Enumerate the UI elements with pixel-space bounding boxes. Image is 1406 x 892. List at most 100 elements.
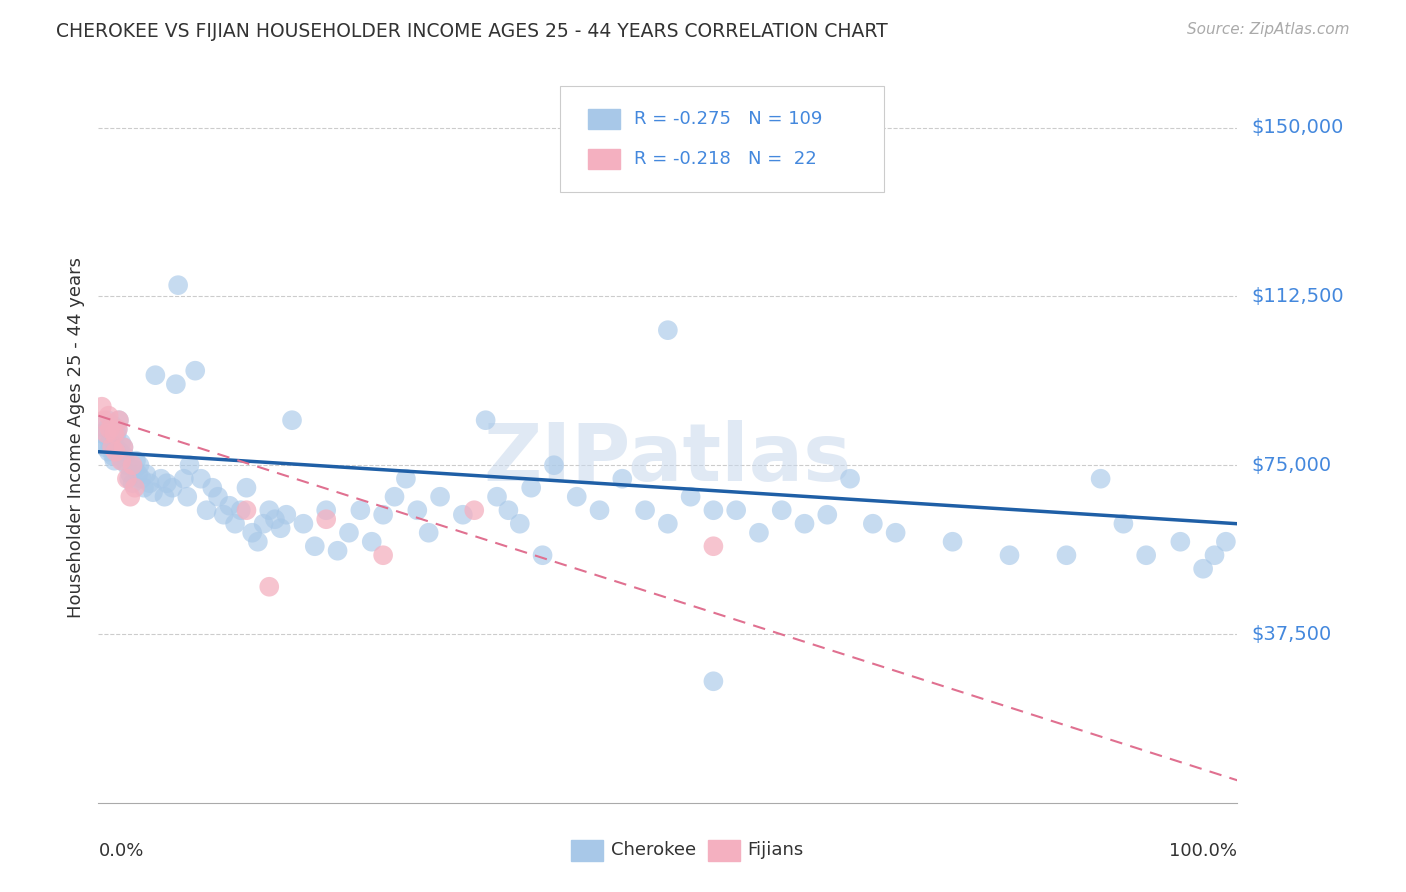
Point: [498, 503, 520, 517]
Point: [94, 440, 117, 454]
Point: [1215, 534, 1237, 549]
Point: [114, 449, 136, 463]
Point: [138, 476, 160, 491]
Point: [281, 413, 304, 427]
Point: [634, 503, 657, 517]
Point: [103, 449, 125, 463]
Point: [1170, 534, 1192, 549]
Point: [418, 525, 440, 540]
Bar: [707, 840, 740, 861]
Point: [259, 503, 281, 517]
Point: [337, 525, 360, 540]
Point: [98, 422, 121, 436]
Point: [162, 481, 184, 495]
Point: [167, 278, 190, 293]
Point: [115, 458, 138, 473]
Point: [176, 490, 198, 504]
Point: [463, 503, 485, 517]
Point: [165, 377, 187, 392]
Point: [315, 512, 337, 526]
Point: [349, 503, 371, 517]
Point: [153, 490, 176, 504]
Text: R = -0.218   N =  22: R = -0.218 N = 22: [634, 150, 817, 168]
Point: [100, 431, 122, 445]
Point: [207, 490, 229, 504]
Y-axis label: Householder Income Ages 25 - 44 years: Householder Income Ages 25 - 44 years: [66, 257, 84, 617]
Point: [101, 417, 124, 432]
Point: [120, 467, 142, 482]
Point: [97, 444, 120, 458]
Bar: [571, 840, 603, 861]
Point: [531, 548, 554, 562]
Point: [612, 472, 634, 486]
Point: [520, 481, 543, 495]
Text: $75,000: $75,000: [1251, 456, 1331, 475]
Point: [190, 472, 212, 486]
Point: [884, 525, 907, 540]
Point: [108, 444, 131, 458]
Point: [839, 472, 862, 486]
Point: [998, 548, 1021, 562]
Point: [371, 508, 394, 522]
Point: [770, 503, 793, 517]
Text: CHEROKEE VS FIJIAN HOUSEHOLDER INCOME AGES 25 - 44 YEARS CORRELATION CHART: CHEROKEE VS FIJIAN HOUSEHOLDER INCOME AG…: [56, 22, 889, 41]
Point: [264, 512, 287, 526]
Point: [304, 539, 326, 553]
Point: [96, 422, 118, 436]
Point: [702, 503, 724, 517]
Point: [118, 472, 141, 486]
Point: [815, 508, 838, 522]
Point: [406, 503, 429, 517]
Text: Cherokee: Cherokee: [612, 841, 696, 859]
Point: [315, 503, 337, 517]
Point: [240, 525, 263, 540]
Point: [509, 516, 531, 531]
Point: [173, 472, 195, 486]
Point: [360, 534, 382, 549]
Point: [252, 516, 274, 531]
Point: [132, 481, 155, 495]
Point: [120, 490, 142, 504]
Point: [565, 490, 588, 504]
Point: [115, 472, 138, 486]
Point: [702, 539, 724, 553]
Point: [212, 508, 235, 522]
Text: $150,000: $150,000: [1251, 118, 1344, 137]
Point: [395, 472, 418, 486]
Text: ZIPatlas: ZIPatlas: [484, 420, 852, 498]
Point: [259, 580, 281, 594]
Point: [103, 426, 125, 441]
Point: [371, 548, 394, 562]
Point: [96, 426, 118, 441]
Point: [657, 323, 679, 337]
Point: [128, 458, 150, 473]
Point: [679, 490, 702, 504]
Point: [97, 409, 120, 423]
Point: [793, 516, 815, 531]
Point: [702, 674, 724, 689]
Point: [1112, 516, 1135, 531]
Point: [110, 453, 132, 467]
Point: [179, 458, 201, 473]
Point: [184, 364, 207, 378]
Point: [486, 490, 509, 504]
Point: [110, 435, 132, 450]
Point: [429, 490, 451, 504]
Point: [90, 400, 112, 414]
Bar: [588, 149, 620, 169]
Point: [862, 516, 884, 531]
Point: [292, 516, 315, 531]
Point: [1090, 472, 1112, 486]
Point: [451, 508, 474, 522]
Point: [270, 521, 292, 535]
Point: [156, 476, 179, 491]
Text: Fijians: Fijians: [748, 841, 804, 859]
Point: [98, 435, 121, 450]
Point: [229, 503, 252, 517]
Point: [474, 413, 496, 427]
Point: [142, 485, 165, 500]
Point: [111, 453, 134, 467]
Point: [90, 426, 112, 441]
Point: [748, 525, 770, 540]
Point: [657, 516, 679, 531]
